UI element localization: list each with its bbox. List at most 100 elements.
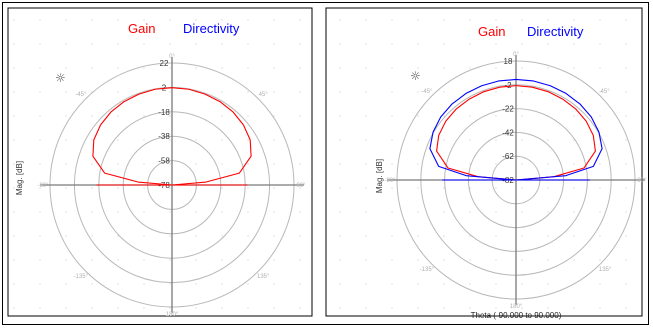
plot-2-grid-dot <box>547 43 549 45</box>
plot-1-grid-dot <box>65 283 67 285</box>
plot-1-grid-dot <box>13 283 15 285</box>
plot-2-grid-dot <box>495 19 497 21</box>
plot-2-grid-dot <box>469 67 471 69</box>
plot-1-grid-dot <box>39 115 41 117</box>
plot-1-grid-dot <box>39 19 41 21</box>
plot-2-grid-dot <box>365 187 367 189</box>
plot-2-grid-dot <box>391 19 393 21</box>
plot-1-grid-dot <box>273 235 275 237</box>
plot-2-grid-dot <box>547 19 549 21</box>
plot-2-grid-dot <box>625 91 627 93</box>
plot-1-grid-dot <box>13 235 15 237</box>
plot-2-grid-dot <box>547 211 549 213</box>
plot-2-grid-dot <box>625 187 627 189</box>
plot-1-grid-dot <box>117 283 119 285</box>
plot-1-grid-dot <box>169 139 171 141</box>
plot-2-grid-dot <box>599 115 601 117</box>
plot-1-grid-dot <box>91 139 93 141</box>
plot-2-grid-dot <box>391 43 393 45</box>
plot-2-grid-dot <box>599 307 601 309</box>
plot-2-grid-dot <box>573 187 575 189</box>
plot-1-grid-dot <box>221 163 223 165</box>
plot-1-sun-icon[interactable]: ☼ <box>55 71 66 85</box>
plot-2-grid-dot <box>391 259 393 261</box>
plot-2-grid-dot <box>599 259 601 261</box>
plot-2-grid-dot <box>339 211 341 213</box>
plot-1-grid-dot <box>65 43 67 45</box>
plot-1-grid-dot <box>39 67 41 69</box>
plot-1-angle-label: -90° <box>37 183 49 189</box>
plot-2-grid-dot <box>625 163 627 165</box>
plot-1-grid-dot <box>143 67 145 69</box>
plot-1-grid-dot <box>39 163 41 165</box>
plot-1-grid-dot <box>143 307 145 309</box>
plot-2-x-axis-label: Theta (-90.000 to 90.000) <box>471 311 562 320</box>
plot-1-grid-dot <box>299 91 301 93</box>
plot-1-grid-dot <box>91 43 93 45</box>
plot-1-grid-dot <box>143 259 145 261</box>
plot-1-grid-dot <box>91 211 93 213</box>
plot-1-grid-dot <box>39 307 41 309</box>
plot-1-grid-dot <box>273 67 275 69</box>
plot-1-grid-dot <box>169 283 171 285</box>
plot-2-grid-dot <box>625 43 627 45</box>
plot-1-grid-dot <box>247 187 249 189</box>
plot-2-grid-dot <box>495 235 497 237</box>
plot-1-grid-dot <box>13 115 15 117</box>
plot-2-polar-layer: 0° 45° 90° 135° 180° -135° -90° -45° 18 -2 -22 -42 -… <box>339 19 647 310</box>
plot-2-angle-label: -135° <box>420 267 435 273</box>
plot-2-grid-dot <box>469 43 471 45</box>
plot-1-angle-label: -135° <box>74 274 89 280</box>
plot-1-grid-dot <box>299 235 301 237</box>
plot-1-grid-dot <box>65 235 67 237</box>
plot-2-series-directivity-line <box>429 78 603 181</box>
plot-2-grid-dot <box>443 67 445 69</box>
plot-1-grid-dot <box>143 211 145 213</box>
plot-1-grid-dot <box>65 187 67 189</box>
plot-2-grid-dot <box>521 163 523 165</box>
plot-2-grid-dot <box>521 91 523 93</box>
plot-2-grid-dot <box>365 91 367 93</box>
plot-2-grid-dot <box>339 19 341 21</box>
plot-1-grid-dot <box>143 163 145 165</box>
plot-2-grid-dot <box>495 115 497 117</box>
plot-1-angle-label: 180° <box>166 312 179 318</box>
plot-2-grid-dot <box>573 259 575 261</box>
plot-2-grid-dot <box>573 91 575 93</box>
plot-2-grid-dot <box>495 91 497 93</box>
plot-1-grid-dot <box>273 163 275 165</box>
plot-1-grid-dot <box>13 163 15 165</box>
plot-1-grid-dot <box>13 187 15 189</box>
plot-2-grid-dot <box>443 163 445 165</box>
plot-1-grid-dot <box>117 235 119 237</box>
plot-2-radial-tick-label: -22 <box>502 105 514 114</box>
plot-2-grid-dot <box>469 259 471 261</box>
plot-2-grid-dot <box>417 43 419 45</box>
plot-1-grid-dot <box>221 19 223 21</box>
plot-1-grid-dot <box>39 91 41 93</box>
plot-1-grid-dot <box>13 259 15 261</box>
plot-2-grid-dot <box>625 307 627 309</box>
plot-2-angle-label: 45° <box>601 89 611 95</box>
plot-1-radial-tick-label: 22 <box>160 59 169 68</box>
plot-1-grid-dot <box>13 307 15 309</box>
plot-1-grid-dot <box>221 139 223 141</box>
plot-2-grid-dot <box>339 91 341 93</box>
plot-2-grid-dot <box>339 163 341 165</box>
plot-2-grid-dot <box>495 67 497 69</box>
plot-1-grid-dot <box>273 115 275 117</box>
plot-2-grid-dot <box>625 283 627 285</box>
plot-1-grid-dot <box>247 259 249 261</box>
plot-1-grid-dot <box>39 235 41 237</box>
plot-2-grid-dot <box>547 67 549 69</box>
plot-2-grid-dot <box>365 307 367 309</box>
plot-1-grid-dot <box>117 91 119 93</box>
plot-1-radial-tick-label: -58 <box>158 157 170 166</box>
plot-2-grid-dot <box>365 115 367 117</box>
plot-2-grid-dot <box>365 163 367 165</box>
plot-2-sun-icon[interactable]: ☼ <box>410 69 421 83</box>
plot-2-grid-dot <box>521 259 523 261</box>
plot-1-grid-dot <box>117 211 119 213</box>
plot-2-grid-dot <box>521 67 523 69</box>
